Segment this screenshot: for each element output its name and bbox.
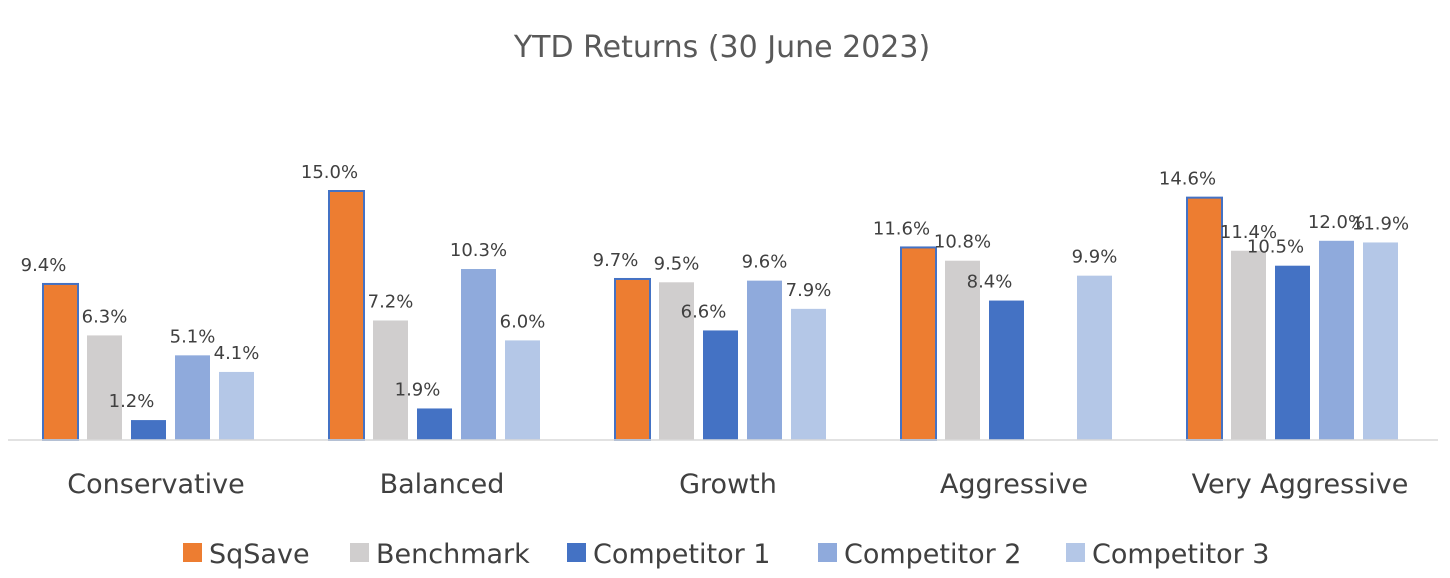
bar-sqsave-conservative bbox=[42, 282, 79, 441]
data-label: 11.4% bbox=[1220, 222, 1277, 243]
category-label: Conservative bbox=[67, 469, 244, 500]
legend-swatch bbox=[567, 543, 586, 562]
data-label: 10.5% bbox=[1247, 237, 1304, 258]
bar-competitor-2-very-aggressive bbox=[1319, 240, 1354, 440]
category-labels: Conservative Balanced Growth Aggressive Very… bbox=[67, 469, 1408, 500]
legend-label: Competitor 3 bbox=[1092, 539, 1269, 570]
data-label: 6.3% bbox=[82, 306, 128, 327]
data-label: 12.0% bbox=[1308, 212, 1365, 233]
data-label: 6.0% bbox=[500, 311, 546, 332]
data-label: 6.6% bbox=[681, 301, 727, 322]
data-label: 10.3% bbox=[450, 240, 507, 261]
bar-benchmark-growth bbox=[659, 282, 694, 440]
data-label: 8.4% bbox=[967, 272, 1013, 293]
data-label: 9.4% bbox=[21, 255, 67, 276]
bar-sqsave-balanced bbox=[328, 190, 365, 441]
bar-competitor-3-growth bbox=[791, 308, 826, 440]
data-label: 11.6% bbox=[873, 218, 930, 239]
legend-swatch bbox=[183, 543, 202, 562]
legend: SqSave Benchmark Competitor 1 Competitor 2 C… bbox=[183, 539, 1269, 570]
bar-competitor-3-very-aggressive bbox=[1363, 242, 1398, 440]
legend-swatch bbox=[818, 543, 837, 562]
data-label: 9.5% bbox=[654, 253, 700, 274]
bar-competitor-3-conservative bbox=[219, 371, 254, 440]
bar-competitor-1-balanced bbox=[417, 408, 452, 440]
data-label: 7.2% bbox=[368, 291, 414, 312]
category-label: Aggressive bbox=[940, 469, 1088, 500]
legend-label: Benchmark bbox=[376, 539, 530, 570]
bar-competitor-1-conservative bbox=[131, 420, 166, 440]
bar-competitor-1-aggressive bbox=[989, 300, 1024, 440]
legend-label: Competitor 1 bbox=[593, 539, 770, 570]
category-label: Very Aggressive bbox=[1192, 469, 1409, 500]
bar-benchmark-balanced bbox=[373, 320, 408, 440]
data-label: 1.9% bbox=[395, 379, 441, 400]
bar-competitor-2-growth bbox=[747, 280, 782, 440]
bar-competitor-2-balanced bbox=[461, 269, 496, 440]
data-label: 11.9% bbox=[1352, 213, 1409, 234]
bar-benchmark-conservative bbox=[87, 335, 122, 440]
legend-label: Competitor 2 bbox=[844, 539, 1021, 570]
bar-competitor-3-balanced bbox=[505, 340, 540, 440]
data-label: 10.8% bbox=[934, 232, 991, 253]
legend-swatch bbox=[1066, 543, 1085, 562]
data-label: 7.9% bbox=[786, 280, 832, 301]
bar-sqsave-aggressive bbox=[900, 246, 937, 441]
bar-benchmark-aggressive bbox=[945, 260, 980, 440]
plot-area: 9.4% 6.3% 1.2% 5.1%4.1% 15.0% 7.2% 1.9% 10.3% 6.… bbox=[21, 162, 1409, 442]
chart-title: YTD Returns (30 June 2023) bbox=[513, 30, 930, 65]
bar-competitor-1-growth bbox=[703, 330, 738, 440]
data-label: 5.1% bbox=[170, 326, 216, 347]
data-label: 9.6% bbox=[742, 252, 788, 273]
legend-swatch bbox=[350, 543, 369, 562]
bar-benchmark-very-aggressive bbox=[1231, 250, 1266, 440]
bar-sqsave-very-aggressive bbox=[1186, 196, 1223, 441]
data-label: 1.2% bbox=[109, 391, 155, 412]
data-label: 9.7% bbox=[593, 250, 639, 271]
bar-competitor-1-very-aggressive bbox=[1275, 265, 1310, 440]
category-label: Balanced bbox=[380, 469, 505, 500]
data-label: 4.1% bbox=[214, 343, 260, 364]
data-label: 9.9% bbox=[1072, 247, 1118, 268]
bar-competitor-2-conservative bbox=[175, 355, 210, 440]
data-label: 14.6% bbox=[1159, 169, 1216, 190]
data-label: 15.0% bbox=[301, 162, 358, 183]
category-label: Growth bbox=[679, 469, 777, 500]
bar-sqsave-growth bbox=[614, 277, 651, 442]
bar-competitor-3-aggressive bbox=[1077, 275, 1112, 440]
legend-label: SqSave bbox=[209, 539, 310, 570]
